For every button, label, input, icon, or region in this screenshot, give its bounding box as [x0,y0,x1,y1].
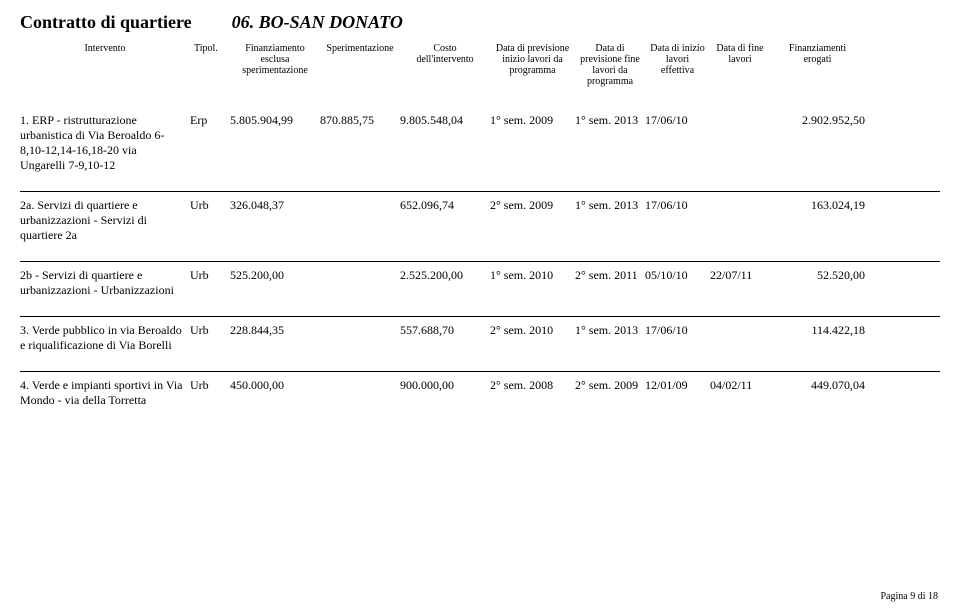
cell-tipol: Erp [190,113,230,173]
data-table-body: 1. ERP - ristrutturazione urbanistica di… [20,107,940,426]
cell-data-inizio: 17/06/10 [645,323,710,353]
page-footer: Pagina 9 di 18 [881,591,939,602]
col-tipol: Tipol. [190,43,230,87]
cell-tipol: Urb [190,323,230,353]
col-prev-inizio: Data di previsione inizio lavori da prog… [490,43,575,87]
cell-prev-inizio: 2° sem. 2009 [490,198,575,243]
cell-prev-inizio: 1° sem. 2010 [490,268,575,298]
cell-intervento: 1. ERP - ristrutturazione urbanistica di… [20,113,190,173]
cell-sperim: 870.885,75 [320,113,400,173]
col-erogati: Finanziamenti erogati [770,43,865,87]
cell-data-fine: 04/02/11 [710,378,770,408]
cell-prev-fine: 2° sem. 2009 [575,378,645,408]
cell-intervento: 2a. Servizi di quartiere e urbanizzazion… [20,198,190,243]
cell-erogati: 52.520,00 [770,268,865,298]
cell-intervento: 3. Verde pubblico in via Beroaldo e riqu… [20,323,190,353]
cell-costo: 557.688,70 [400,323,490,353]
col-costo: Costo dell'intervento [400,43,490,87]
cell-sperim [320,323,400,353]
cell-data-inizio: 17/06/10 [645,113,710,173]
table-row: 2a. Servizi di quartiere e urbanizzazion… [20,192,940,262]
cell-prev-fine: 2° sem. 2011 [575,268,645,298]
cell-costo: 2.525.200,00 [400,268,490,298]
cell-sperim [320,378,400,408]
col-sperimentazione: Sperimentazione [320,43,400,87]
contract-label: Contratto di quartiere [20,12,192,33]
cell-finanz: 326.048,37 [230,198,320,243]
cell-intervento: 4. Verde e impianti sportivi in Via Mond… [20,378,190,408]
cell-prev-fine: 1° sem. 2013 [575,198,645,243]
table-row: 4. Verde e impianti sportivi in Via Mond… [20,372,940,426]
column-headers: Intervento Tipol. Finanziamento esclusa … [20,43,940,87]
cell-data-inizio: 12/01/09 [645,378,710,408]
cell-prev-fine: 1° sem. 2013 [575,323,645,353]
table-row: 3. Verde pubblico in via Beroaldo e riqu… [20,317,940,372]
table-row: 1. ERP - ristrutturazione urbanistica di… [20,107,940,192]
cell-sperim [320,268,400,298]
cell-data-fine: 22/07/11 [710,268,770,298]
cell-erogati: 2.902.952,50 [770,113,865,173]
cell-prev-fine: 1° sem. 2013 [575,113,645,173]
cell-tipol: Urb [190,378,230,408]
cell-finanz: 5.805.904,99 [230,113,320,173]
cell-data-inizio: 17/06/10 [645,198,710,243]
table-row: 2b - Servizi di quartiere e urbanizzazio… [20,262,940,317]
cell-costo: 9.805.548,04 [400,113,490,173]
cell-erogati: 163.024,19 [770,198,865,243]
cell-finanz: 525.200,00 [230,268,320,298]
col-prev-fine: Data di previsione fine lavori da progra… [575,43,645,87]
cell-data-inizio: 05/10/10 [645,268,710,298]
cell-data-fine [710,323,770,353]
cell-costo: 900.000,00 [400,378,490,408]
cell-prev-inizio: 2° sem. 2008 [490,378,575,408]
col-data-inizio: Data di inizio lavori effettiva [645,43,710,87]
cell-finanz: 450.000,00 [230,378,320,408]
cell-tipol: Urb [190,268,230,298]
cell-tipol: Urb [190,198,230,243]
cell-prev-inizio: 1° sem. 2009 [490,113,575,173]
cell-data-fine [710,198,770,243]
cell-finanz: 228.844,35 [230,323,320,353]
cell-erogati: 114.422,18 [770,323,865,353]
cell-erogati: 449.070,04 [770,378,865,408]
cell-prev-inizio: 2° sem. 2010 [490,323,575,353]
contract-name: 06. BO-SAN DONATO [232,12,403,33]
col-finanziamento: Finanziamento esclusa sperimentazione [230,43,320,87]
cell-intervento: 2b - Servizi di quartiere e urbanizzazio… [20,268,190,298]
cell-sperim [320,198,400,243]
cell-costo: 652.096,74 [400,198,490,243]
col-data-fine: Data di fine lavori [710,43,770,87]
col-intervento: Intervento [20,43,190,87]
cell-data-fine [710,113,770,173]
page-header: Contratto di quartiere 06. BO-SAN DONATO [20,12,940,33]
